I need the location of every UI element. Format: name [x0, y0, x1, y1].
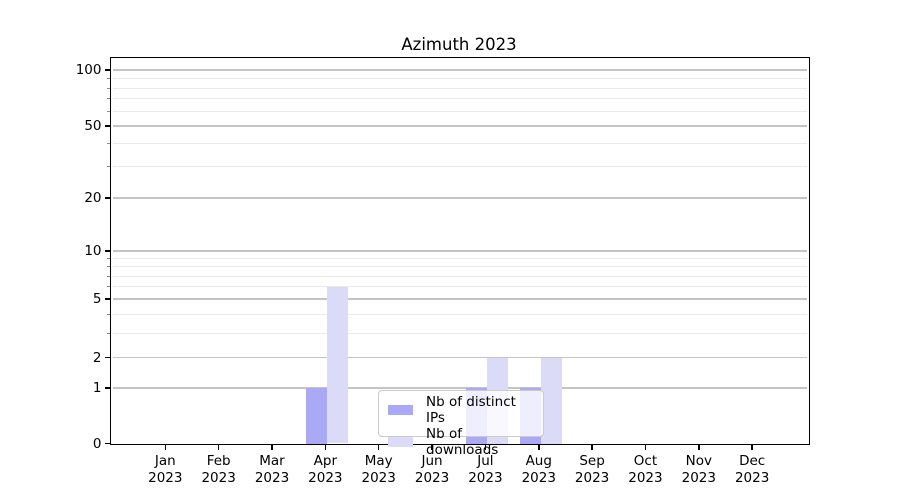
minor-gridline [112, 165, 807, 167]
minor-gridline [112, 143, 807, 145]
x-tick [377, 445, 380, 450]
minor-gridline [112, 87, 807, 89]
x-tick [431, 445, 433, 450]
y-minor-tick [107, 266, 110, 268]
major-gridline [112, 298, 807, 300]
y-tick [105, 298, 110, 300]
major-gridline [112, 250, 807, 252]
x-tick [591, 445, 593, 450]
minor-gridline [112, 258, 807, 260]
y-tick-label: 20 [84, 190, 102, 206]
y-minor-tick [107, 78, 110, 80]
x-tick [324, 445, 327, 450]
y-tick [105, 387, 110, 389]
legend: Nb of distinct IPs Nb of downloads [378, 390, 544, 458]
x-tick [484, 445, 487, 450]
minor-gridline [112, 275, 807, 277]
chart-title: Azimuth 2023 [401, 35, 517, 54]
y-tick-label: 2 [92, 349, 102, 366]
x-tick [698, 445, 700, 450]
y-tick-label: 0 [92, 435, 102, 452]
y-tick-label: 10 [84, 243, 102, 259]
y-minor-tick [107, 98, 110, 100]
x-tick-label: Nov 2023 [681, 452, 716, 486]
y-tick [105, 69, 110, 71]
x-tick-label: Jun 2023 [414, 452, 450, 486]
y-minor-tick [107, 313, 110, 315]
y-minor-tick [107, 286, 110, 288]
major-gridline [112, 197, 807, 199]
y-tick [105, 442, 110, 445]
y-tick [105, 125, 110, 127]
bar-downloads [327, 286, 349, 444]
x-tick-label: Aug 2023 [521, 452, 556, 486]
major-gridline [112, 69, 807, 71]
axes-frame [109, 57, 810, 446]
y-minor-tick [107, 258, 110, 260]
bar-distinct-ips [306, 388, 328, 444]
y-minor-tick [107, 87, 110, 89]
x-tick-label: Feb 2023 [201, 452, 236, 486]
x-tick [537, 445, 540, 450]
bar-downloads [540, 357, 562, 444]
minor-gridline [112, 332, 807, 334]
minor-gridline [112, 78, 807, 80]
y-tick-label: 50 [84, 118, 102, 134]
minor-gridline [112, 98, 807, 100]
x-tick-label: Sep 2023 [574, 452, 610, 486]
y-tick [105, 356, 110, 359]
legend-item: Nb of downloads [388, 426, 534, 458]
y-minor-tick [107, 110, 110, 112]
x-tick-label: Jul 2023 [468, 452, 503, 486]
y-tick-label: 5 [92, 291, 102, 307]
x-tick-label: Dec 2023 [734, 452, 770, 486]
legend-swatch [388, 405, 413, 415]
legend-label: Nb of downloads [426, 426, 499, 458]
x-tick-label: Jan 2023 [148, 452, 183, 486]
legend-label: Nb of distinct IPs [426, 394, 516, 426]
minor-gridline [112, 266, 807, 268]
y-minor-tick [107, 332, 110, 334]
y-minor-tick [107, 165, 110, 167]
x-tick [271, 445, 273, 450]
major-gridline [112, 387, 807, 389]
minor-gridline [112, 313, 807, 315]
minor-gridline [112, 110, 807, 112]
x-tick-label: May 2023 [361, 452, 396, 486]
x-tick [217, 445, 220, 450]
x-tick [644, 445, 647, 450]
minor-gridline [112, 286, 807, 288]
y-minor-tick [107, 143, 110, 145]
x-tick [751, 445, 753, 450]
legend-swatch [388, 437, 413, 447]
x-tick-label: Apr 2023 [308, 452, 343, 486]
y-tick [105, 250, 110, 252]
major-gridline [112, 125, 807, 127]
y-tick-label: 1 [92, 380, 102, 396]
y-tick [105, 197, 110, 199]
legend-item: Nb of distinct IPs [388, 394, 534, 426]
y-minor-tick [107, 275, 110, 277]
x-tick-label: Mar 2023 [254, 452, 290, 486]
y-tick-label: 100 [75, 62, 102, 78]
x-tick-label: Oct 2023 [628, 452, 663, 486]
major-gridline [112, 356, 807, 359]
x-tick [164, 445, 167, 450]
